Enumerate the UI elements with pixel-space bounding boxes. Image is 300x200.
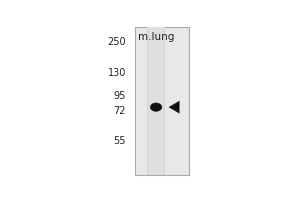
Polygon shape bbox=[169, 101, 179, 113]
Text: 55: 55 bbox=[113, 136, 126, 146]
Ellipse shape bbox=[150, 103, 162, 111]
Text: 72: 72 bbox=[113, 106, 126, 116]
Text: 250: 250 bbox=[107, 37, 126, 47]
Text: 95: 95 bbox=[113, 91, 126, 101]
FancyBboxPatch shape bbox=[135, 27, 189, 175]
FancyBboxPatch shape bbox=[147, 27, 165, 175]
FancyBboxPatch shape bbox=[148, 27, 164, 175]
Text: m.lung: m.lung bbox=[138, 32, 174, 42]
Text: 130: 130 bbox=[107, 68, 126, 78]
